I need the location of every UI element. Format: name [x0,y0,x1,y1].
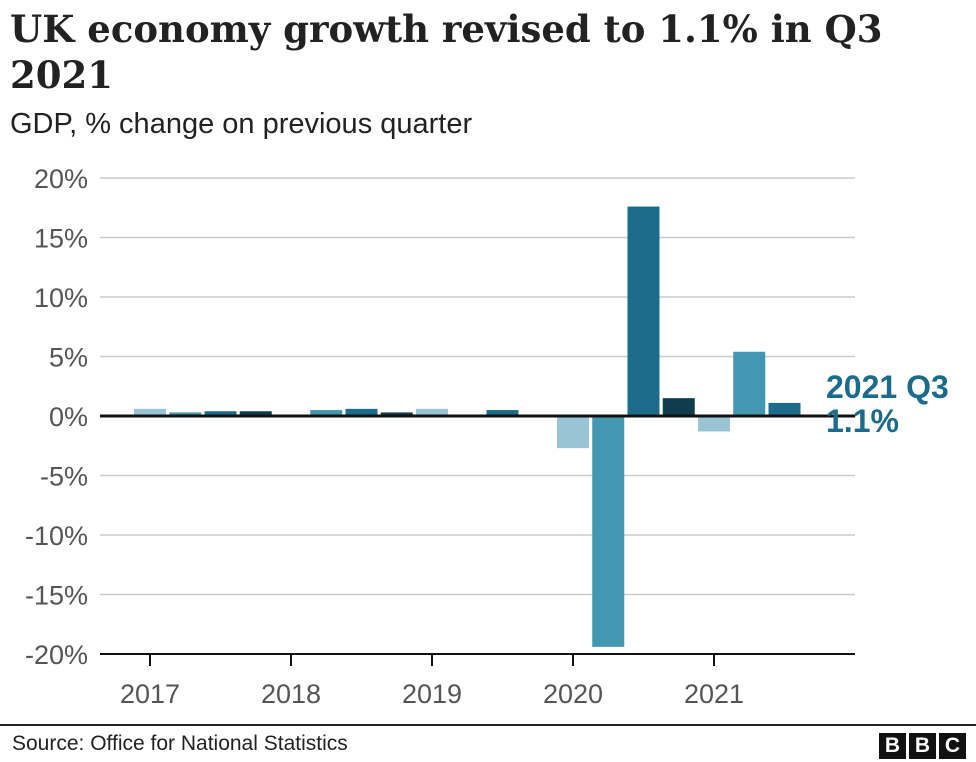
y-tick-label: 20% [34,164,88,194]
bar-2019-q1 [416,408,448,416]
bar-2018-q2 [310,410,343,416]
chart-subtitle: GDP, % change on previous quarter [10,108,473,140]
x-tick-label: 2020 [543,679,603,709]
y-tick-label: -15% [25,581,88,611]
bar-2020-q4 [662,398,695,416]
bar-2017-q3 [204,411,237,416]
bar-2018-q4 [380,412,413,416]
bar-2021-q3 [768,402,801,416]
bar-2020-q3 [627,206,660,416]
bar-2020-q1 [557,416,589,449]
y-tick-label: 5% [49,343,88,373]
bar-2017-q4 [239,411,272,416]
bar-2017-q2 [169,412,202,416]
bar-2018-q3 [345,408,378,416]
bar-2021-q1 [698,416,730,432]
annotation-value: 1.1% [826,403,899,439]
x-tick-label: 2017 [120,679,180,709]
y-tick-label: -20% [25,640,88,670]
source-note: Source: Office for National Statistics [12,732,348,755]
bar-2017-q1 [134,408,166,416]
x-tick-label: 2021 [684,679,744,709]
x-tick-label: 2019 [402,679,462,709]
y-tick-label: 0% [49,402,88,432]
y-tick-label: -10% [25,521,88,551]
x-tick-label: 2018 [261,679,321,709]
y-tick-label: -5% [40,462,88,492]
y-tick-label: 10% [34,283,88,313]
chart-title: UK economy growth revised to 1.1% in Q3 … [10,7,883,97]
bar-2021-q2 [733,351,766,416]
y-tick-label: 15% [34,224,88,254]
bar-2019-q3 [486,410,519,416]
bar-2020-q2 [592,416,625,647]
annotation-label: 2021 Q3 [826,369,949,405]
footer-divider [0,724,976,726]
